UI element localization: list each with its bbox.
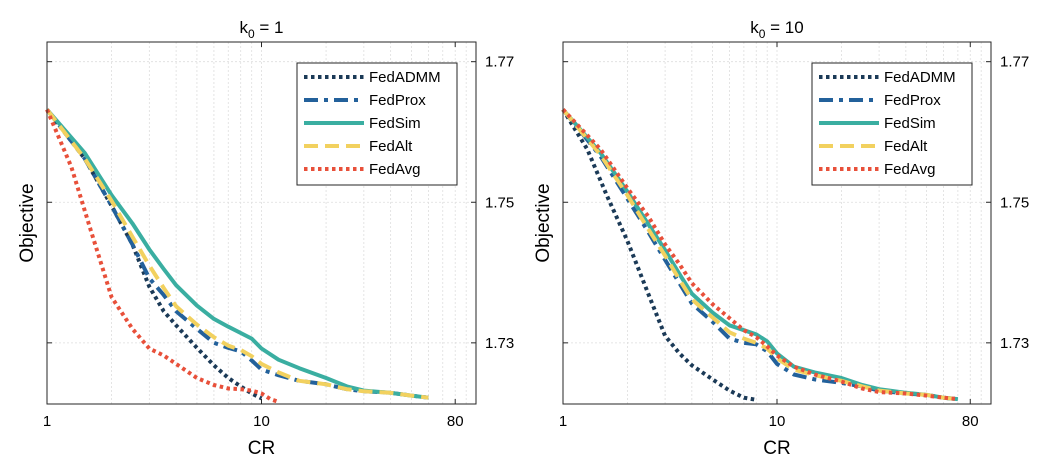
gridlines [47,42,476,404]
chart-title-rest: = 10 [765,18,803,37]
chart-title-base: k [239,18,248,37]
series-line-fedsim [561,108,959,402]
x-tick-label: 10 [769,413,786,430]
x-tick-label: 10 [253,413,270,430]
y-tick-label: 1.77 [1000,54,1029,71]
series-line-fedprox [45,108,429,400]
chart-panel-k0-10: 1 10 80 1.73 1.75 1.77 k0 = 10 CR Objective FedAD… [533,18,1029,459]
legend-label-fedavg: FedAvg [884,161,935,178]
legend-label-fedadmm: FedADMM [369,69,441,86]
x-tick-label: 1 [43,413,51,430]
chart-title-base: k [750,18,759,37]
y-tick-label: 1.77 [485,54,514,71]
series-line-fedadmm [45,108,263,401]
chart-title-subscript: 0 [248,27,255,41]
y-tick-label: 1.73 [1000,335,1029,352]
x-tick-label: 1 [559,413,567,430]
legend-label-fedalt: FedAlt [884,138,928,155]
legend: FedADMM FedProx FedSim FedAlt FedAvg [811,62,973,186]
x-tick-label: 80 [962,413,979,430]
y-tick-label: 1.75 [1000,194,1029,211]
legend-label-fedadmm: FedADMM [884,69,956,86]
series-line-fedavg [561,108,959,402]
chart-title-subscript: 0 [759,27,766,41]
legend-label-fedsim: FedSim [884,115,936,132]
legend-label-fedalt: FedAlt [369,138,413,155]
y-axis-label: Objective [533,183,554,262]
series-line-fedadmm [561,108,757,402]
x-axis-label: CR [248,438,275,459]
legend-label-fedprox: FedProx [369,92,426,109]
series-line-fedavg [45,108,280,404]
x-tick-label: 80 [447,413,464,430]
y-tick-label: 1.73 [485,335,514,352]
y-axis-label: Objective [17,183,38,262]
chart-title: k0 = 10 [750,18,803,41]
chart-panel-k0-1: 1 10 80 1.73 1.75 1.77 k0 = 1 CR Objective FedADM… [17,18,514,459]
legend-label-fedavg: FedAvg [369,161,420,178]
chart-title: k0 = 1 [239,18,283,41]
chart-title-rest: = 1 [255,18,284,37]
legend-label-fedsim: FedSim [369,115,421,132]
y-tick-label: 1.75 [485,194,514,211]
legend-label-fedprox: FedProx [884,92,941,109]
legend: FedADMM FedProx FedSim FedAlt FedAvg [296,62,458,186]
series-line-fedsim [45,108,429,400]
x-axis-label: CR [763,438,790,459]
